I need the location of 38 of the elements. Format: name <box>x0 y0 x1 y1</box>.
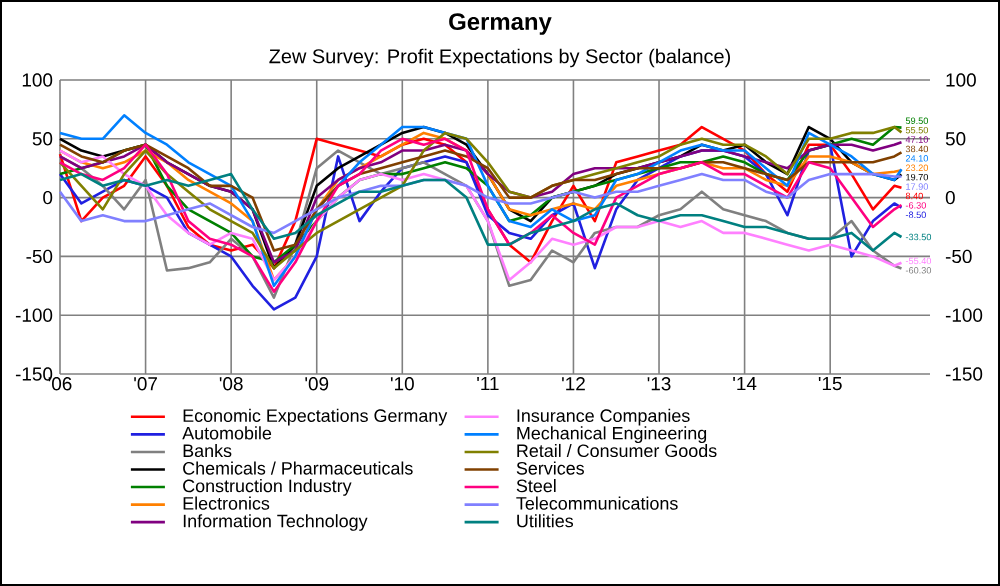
legend-label: Banks <box>183 443 232 458</box>
x-tick-label: '06 <box>48 377 72 391</box>
y2-tick-label: 100 <box>946 73 976 87</box>
x-tick-label: '11 <box>477 377 499 391</box>
legend-label: Mechanical Engineering <box>517 426 707 444</box>
legend-label: Insurance Companies <box>517 408 690 426</box>
y-tick-label: 0 <box>43 190 53 205</box>
chart-title: Germany <box>449 13 552 35</box>
legend-label: Automobile <box>182 426 272 440</box>
legend-label: Information Technology <box>183 514 368 531</box>
y-tick-label: -150 <box>15 367 53 381</box>
chart-subtitle: Zew Survey: Profit Expectations by Sector (balance) <box>269 48 730 68</box>
x-tick-label: '10 <box>390 377 414 391</box>
x-tick-label: '15 <box>818 377 842 391</box>
legend-label: Economic Expectations Germany <box>183 408 448 426</box>
legend-label: Services <box>516 461 584 475</box>
y2-tick-label: -150 <box>945 367 983 381</box>
legend-label: Steel <box>516 479 556 493</box>
legend-label: Chemicals / Pharmaceuticals <box>183 461 413 475</box>
y2-tick-label: 0 <box>945 190 955 205</box>
y2-tick-label: 50 <box>945 132 966 146</box>
y-tick-label: -50 <box>26 249 53 264</box>
legend-label: Utilities <box>517 514 574 528</box>
x-tick-label: '08 <box>219 377 243 391</box>
x-tick-label: '07 <box>134 377 157 391</box>
y-tick-label: 50 <box>32 132 53 146</box>
y-tick-label: 100 <box>22 73 53 87</box>
legend-label: Telecommunications <box>516 496 678 510</box>
y-tick-label: -100 <box>15 308 53 322</box>
legend-label: Retail / Consumer Goods <box>517 443 717 458</box>
x-tick-label: '12 <box>562 377 585 391</box>
y2-tick-label: -100 <box>945 308 983 322</box>
x-tick-label: '14 <box>733 377 757 391</box>
x-tick-label: '09 <box>305 377 329 391</box>
legend-label: Construction Industry <box>183 479 352 496</box>
y2-tick-label: -50 <box>945 249 972 264</box>
x-tick-label: '13 <box>647 377 671 391</box>
legend-label: Electronics <box>183 496 270 510</box>
